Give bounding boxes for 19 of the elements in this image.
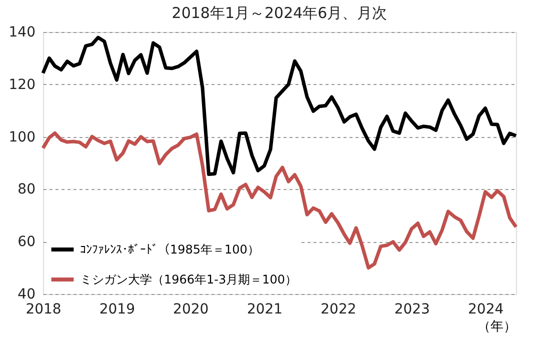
x-axis-title: （年） <box>478 320 516 334</box>
x-tick-label: 2018 <box>26 302 62 318</box>
y-tick-label: 100 <box>8 129 36 146</box>
line-series <box>41 36 518 176</box>
x-tick-label: 2022 <box>320 302 356 318</box>
y-tick-label: 140 <box>8 24 36 40</box>
x-tick-label: 2020 <box>173 302 209 318</box>
y-tick-label: 80 <box>18 182 36 198</box>
x-tick-label: 2023 <box>394 302 430 318</box>
x-tick-label: 2021 <box>246 302 283 318</box>
legend-label: ミシガン大学（1966年1-3月期＝100） <box>80 272 298 286</box>
y-tick-label: 120 <box>8 76 36 93</box>
legend-label: ｺﾝﾌｧﾚﾝｽ･ﾎﾞｰﾄﾞ（1985年＝100） <box>80 242 260 256</box>
x-tick-label: 2024 <box>468 302 504 318</box>
y-tick-label: 40 <box>18 286 36 302</box>
chart-title: 2018年1月～2024年6月、月次 <box>172 4 388 22</box>
x-tick-label: 2019 <box>99 302 136 318</box>
y-tick-label: 60 <box>18 234 36 250</box>
line-series <box>41 131 518 270</box>
